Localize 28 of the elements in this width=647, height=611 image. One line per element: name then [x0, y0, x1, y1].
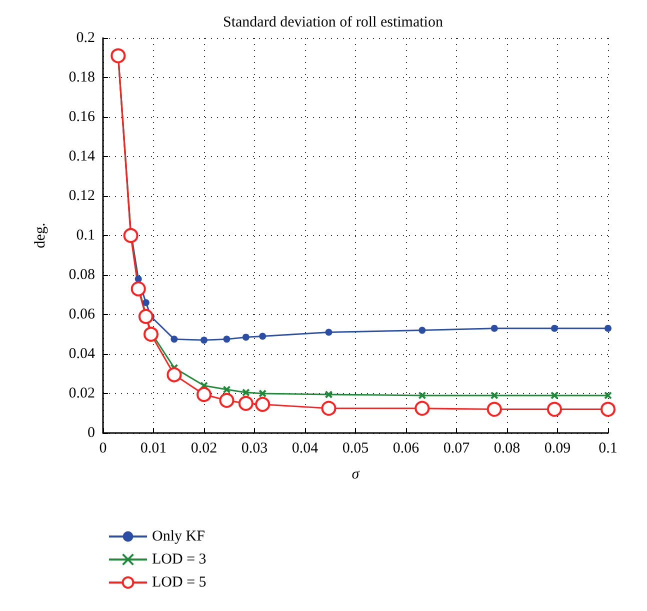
x-tick-label: 0.04 — [292, 440, 319, 456]
x-axis-title: σ — [352, 466, 360, 482]
legend-label: LOD = 3 — [152, 552, 206, 568]
y-tick-label: 0.04 — [68, 346, 96, 362]
y-tick-label: 0.06 — [68, 306, 96, 322]
x-tick-label: 0.05 — [342, 440, 369, 456]
y-tick-label: 0.1 — [76, 228, 95, 244]
x-tick-label: 0.06 — [392, 440, 420, 456]
chart-title: Standard deviation of roll estimation — [223, 14, 444, 30]
x-tick-label: 0.1 — [598, 440, 618, 456]
y-tick-label: 0.16 — [68, 109, 96, 125]
x-tick-label: 0.08 — [494, 440, 520, 456]
y-tick-label: 0.08 — [68, 267, 95, 283]
y-axis-title: deg. — [32, 222, 48, 248]
y-tick-label: 0 — [88, 425, 95, 441]
x-tick-label: 0.02 — [190, 440, 218, 456]
legend-label: LOD = 5 — [152, 574, 206, 590]
y-tick-label: 0.2 — [76, 30, 95, 46]
x-tick-label: 0.09 — [544, 440, 571, 456]
y-tick-label: 0.02 — [68, 386, 95, 402]
y-tick-label: 0.12 — [68, 188, 95, 204]
x-tick-label: 0.07 — [443, 440, 470, 456]
x-tick-label: 0.01 — [140, 440, 167, 456]
y-tick-label: 0.14 — [68, 148, 96, 164]
x-tick-label: 0 — [99, 440, 107, 456]
legend-label: Only KF — [152, 528, 205, 544]
y-tick-label: 0.18 — [68, 70, 95, 86]
x-tick-label: 0.03 — [241, 440, 268, 456]
